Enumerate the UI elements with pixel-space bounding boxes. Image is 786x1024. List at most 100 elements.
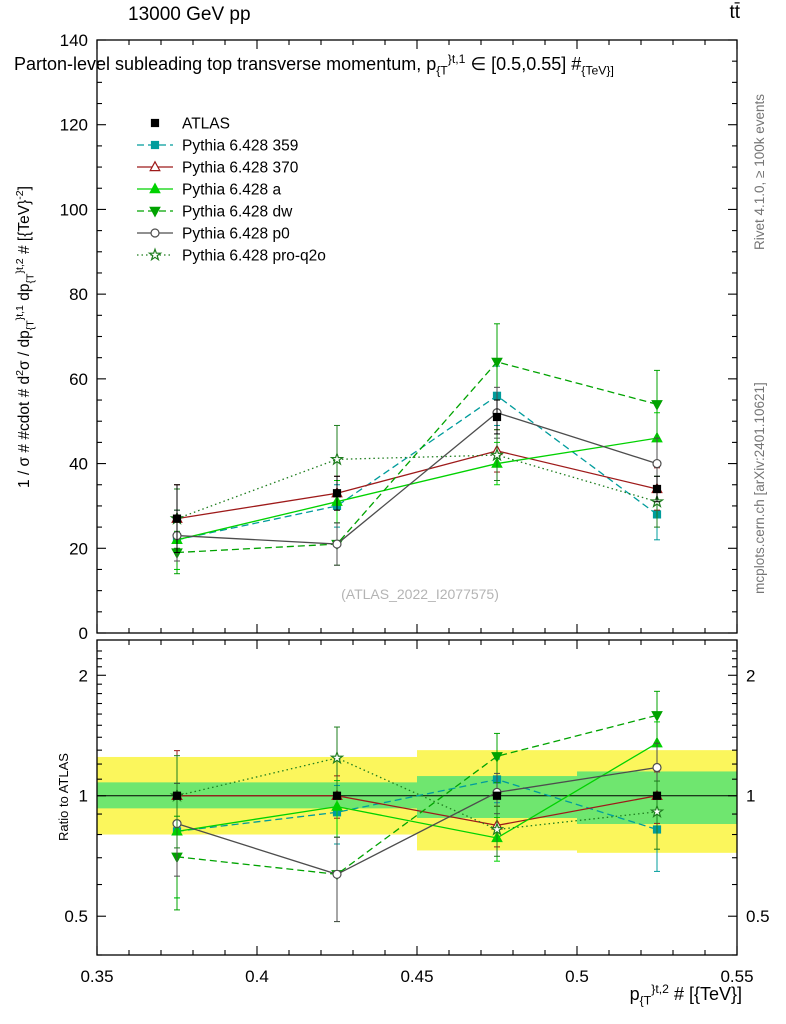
label-part: }t,1	[447, 52, 466, 66]
label-part: ]	[16, 186, 34, 191]
ratio-panel-frame	[96, 639, 738, 956]
star-marker	[649, 804, 665, 818]
legend-item-pythia-a: Pythia 6.428 a	[137, 182, 281, 199]
label-part: p	[629, 984, 640, 1004]
y-tick-label: 140	[60, 31, 88, 50]
y-tick-label: 0	[79, 624, 88, 643]
label-part: }t,2	[14, 258, 26, 274]
square-marker	[332, 489, 342, 498]
legend-item-pythia-p0: Pythia 6.428 p0	[137, 226, 290, 243]
y-tick-label: 100	[60, 200, 88, 219]
circle-marker	[150, 228, 160, 238]
label-part: {T	[436, 63, 448, 78]
y-tick-label: 80	[69, 285, 88, 304]
rivet-version-label: Rivet 4.1.0, ≥ 100k events	[752, 94, 767, 250]
series-main-pythia-370	[171, 429, 663, 554]
x-tick-label: 0.45	[400, 967, 433, 986]
circle-marker	[652, 458, 662, 469]
square-marker	[492, 412, 502, 422]
series-ratio-atlas	[172, 791, 662, 800]
legend-label: Pythia 6.428 359	[182, 138, 298, 155]
star-marker	[147, 247, 163, 262]
ratio-tick-label-right: 1	[746, 787, 755, 806]
triangle-down-marker	[651, 711, 663, 722]
series-main-atlas	[172, 399, 662, 554]
series-main-pythia-a	[171, 412, 663, 570]
square-marker	[150, 140, 160, 150]
star-marker	[329, 451, 345, 466]
square-marker	[652, 791, 662, 800]
square-marker	[172, 514, 182, 523]
square-marker	[150, 118, 160, 128]
ratio-tick-label: 1	[79, 787, 88, 806]
ratio-tick-label: 2	[79, 666, 88, 685]
label-part: }t,1	[14, 305, 26, 321]
legend-item-atlas: ATLAS	[150, 116, 230, 133]
series-ratio-pythia-p0	[172, 742, 662, 923]
legend-label: Pythia 6.428 370	[182, 160, 299, 177]
legend-item-pythia-dw: Pythia 6.428 dw	[137, 204, 293, 221]
y-tick-label: 20	[69, 539, 88, 558]
ratio-tick-label-right: 2	[746, 666, 755, 685]
triangle-down-marker	[651, 400, 663, 411]
label-part: -2	[14, 190, 26, 200]
legend-label: Pythia 6.428 p0	[182, 226, 290, 243]
label-part: {T	[24, 273, 37, 284]
label-part: }t,2	[651, 982, 669, 996]
label-part: {TeV}]	[581, 63, 614, 78]
triangle-up-marker	[331, 800, 343, 811]
label-part: σ / dp	[16, 330, 34, 370]
star-marker	[489, 821, 505, 836]
x-axis-label: p{T}t,2 # [{TeV}]	[440, 982, 742, 1008]
circle-marker	[332, 539, 342, 549]
star-marker	[489, 447, 505, 462]
triangle-up-marker	[149, 182, 161, 194]
ratio-series-layer	[169, 690, 665, 923]
circle-marker	[332, 869, 342, 879]
y-tick-label: 60	[69, 370, 88, 389]
legend-label: ATLAS	[182, 116, 230, 133]
series-main-pythia-pro-q2o	[169, 424, 665, 549]
legend: ATLAS Pythia 6.428 359 Pythia 6.428 370 Pyt…	[137, 116, 326, 265]
x-tick-label: 0.5	[565, 967, 589, 986]
plot-title: Parton-level subleading top transverse m…	[14, 52, 784, 78]
square-marker	[332, 791, 342, 800]
legend-item-pythia-370: Pythia 6.428 370	[137, 160, 299, 177]
label-part: Parton-level subleading top transverse m…	[14, 54, 437, 74]
main-panel-frame	[96, 39, 738, 634]
beam-energy-label: 13000 GeV pp	[128, 4, 251, 25]
y-tick-label: 120	[60, 116, 88, 135]
legend-item-pythia-359: Pythia 6.428 359	[137, 138, 298, 155]
analysis-id-watermark: (ATLAS_2022_I2077575)	[341, 586, 499, 602]
y-tick-label: 40	[69, 455, 88, 474]
x-tick-label: 0.35	[80, 967, 113, 986]
label-part: # [{TeV}	[16, 199, 34, 259]
square-marker	[172, 791, 182, 800]
legend-label: Pythia 6.428 dw	[182, 204, 293, 221]
label-part: # [{TeV}]	[668, 984, 742, 1004]
ratio-tick-label: 0.5	[64, 907, 88, 926]
square-marker	[492, 791, 502, 800]
x-tick-label: 0.4	[245, 967, 269, 986]
main-series-layer	[169, 323, 665, 575]
label-part: {T	[639, 993, 652, 1008]
uncertainty-bands	[97, 750, 737, 853]
triangle-down-marker	[491, 752, 503, 763]
label-part: 1 / σ # #cdot # d	[16, 375, 34, 488]
y-axis-label: 1 / σ # #cdot # d2σ / dp{T}t,1 dp{T}t,2 …	[14, 40, 36, 634]
label-part: dp	[16, 283, 34, 306]
mcplots-reference-label: mcplots.cern.ch [arXiv:2401.10621]	[752, 382, 767, 594]
legend-label: Pythia 6.428 a	[182, 182, 281, 199]
circle-marker	[652, 762, 662, 773]
triangle-down-marker	[491, 357, 503, 369]
triangle-up-marker	[149, 160, 161, 172]
star-marker	[329, 750, 345, 765]
label-part: 2	[14, 370, 26, 376]
square-marker	[652, 484, 662, 494]
process-label: tt̄	[729, 2, 740, 23]
label-part: ∈ [0.5,0.55] #	[465, 54, 582, 74]
ratio-tick-label-right: 0.5	[746, 907, 770, 926]
label-part: {T	[24, 320, 37, 331]
